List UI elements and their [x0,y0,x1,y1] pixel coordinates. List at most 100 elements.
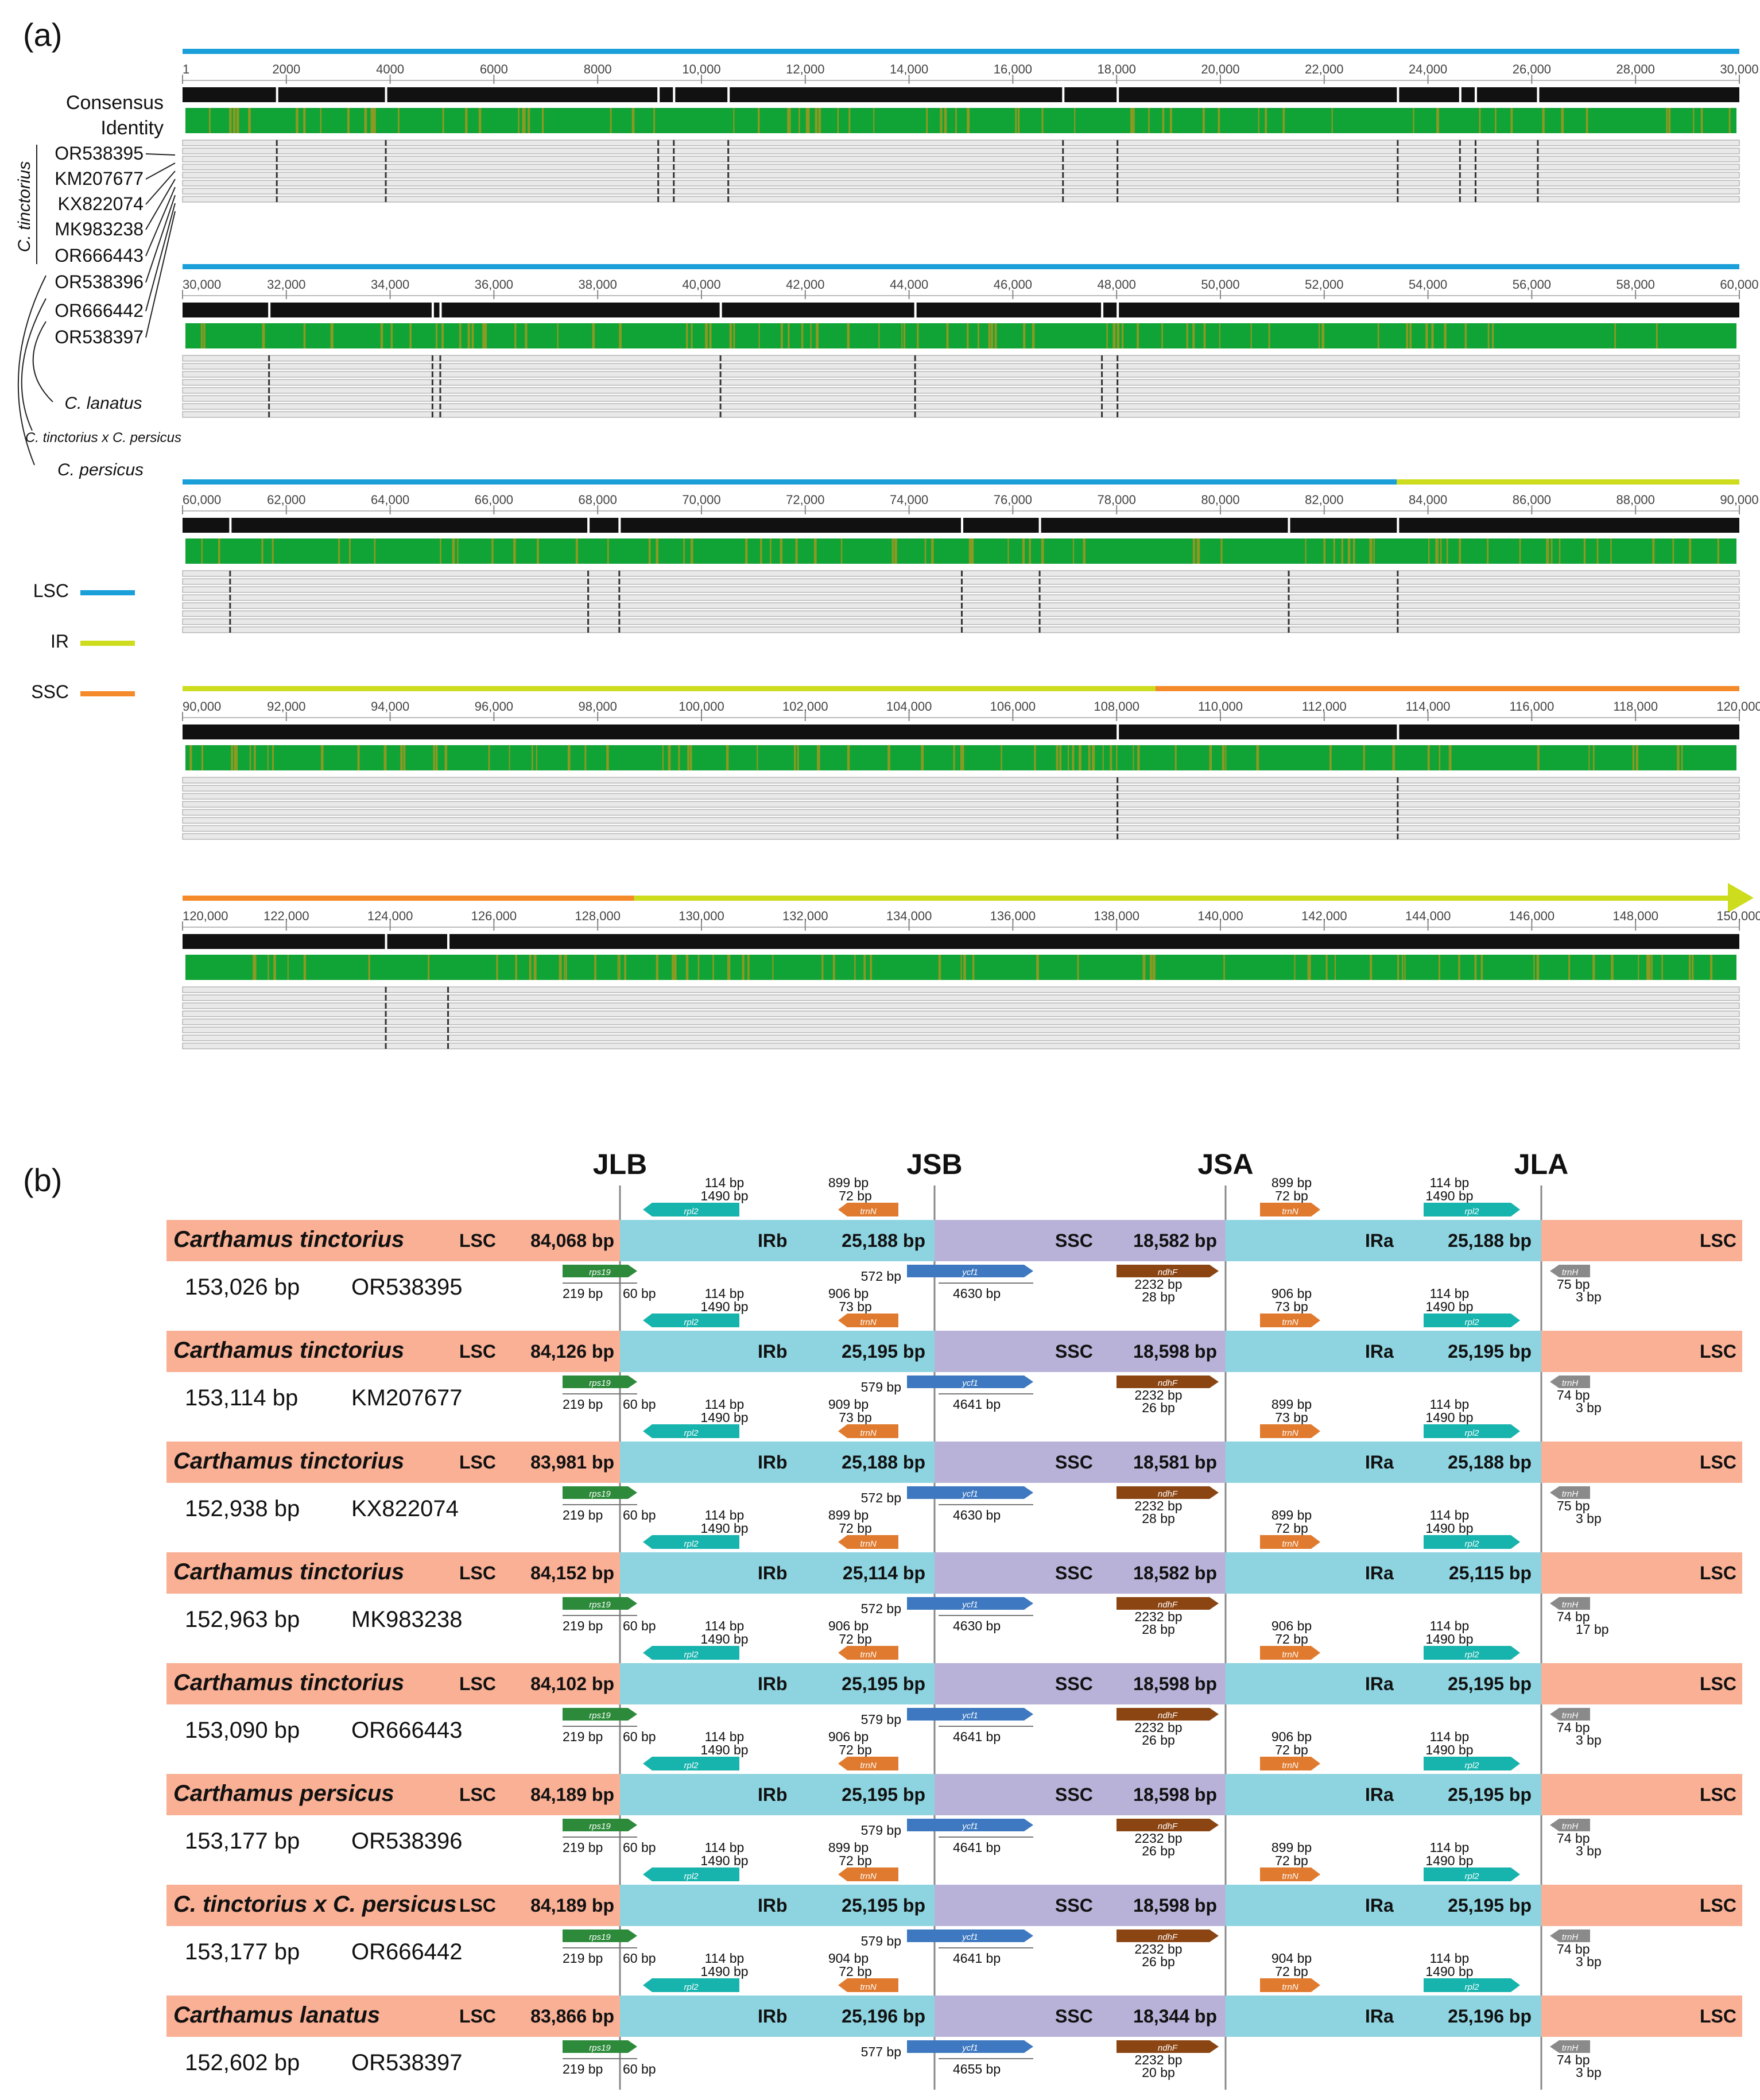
trnNb-size-a: 906 bp [828,1618,869,1633]
track-variant [268,363,270,369]
region-bar-ssc [1156,686,1739,691]
tick-label: 38,000 [579,277,617,292]
ycf1-size-a: 572 bp [861,1490,901,1505]
variable-site [1583,538,1586,564]
variable-site [794,745,796,770]
track-variant [727,180,730,186]
track-variant [1117,404,1119,409]
consensus-gap [727,87,730,102]
variable-site [1588,745,1590,770]
variable-site [840,538,843,564]
variable-site [668,745,671,770]
legend-label: IR [51,631,69,652]
track-variant [587,571,590,576]
track-variant [587,603,590,609]
trnNb-size-b: 72 bp [839,1632,872,1646]
lsc-size: 84,189 bp [530,1784,614,1805]
variable-site [594,955,596,980]
ycf1-gene-label: ycf1 [962,1711,978,1721]
variable-site [1083,538,1086,564]
variable-site [442,108,444,133]
rps19-size-b: 60 bp [623,1729,656,1744]
variable-site [1116,745,1118,770]
consensus-gap [1474,87,1477,102]
variable-site [466,108,468,133]
variable-site [1307,955,1309,980]
trnH-size-a: 74 bp [1557,2052,1590,2067]
variable-site [201,538,203,564]
track-variant [431,388,433,393]
region-bar-lsc [183,479,1397,485]
trnNa-gene-label: trnN [1282,1872,1298,1881]
track-variant [268,371,270,377]
variable-site [1222,745,1225,770]
track-variant [268,412,270,417]
variable-site [320,108,322,133]
variable-site [687,745,689,770]
variable-site [235,745,238,770]
variable-site [1117,323,1120,348]
ndhF-gene-label: ndhF [1158,1932,1178,1942]
variable-site [1333,538,1335,564]
variable-site [296,108,298,133]
alignment-row: 90,000 92,000 94,000 96,000 98,000 100,000 102… [182,686,1760,840]
irb-size: 25,196 bp [842,2006,925,2027]
consensus-gap [431,303,434,317]
group-label-tinctorius: C. tinctorius [15,161,34,252]
genome-total-length: 152,602 bp [185,2050,300,2075]
variable-site [705,323,708,348]
ssc-label: SSC [1055,1784,1093,1805]
track-variant [1397,793,1399,799]
track-variant [1117,148,1119,154]
trnNb-gene-label: trnN [860,1207,877,1216]
sequence-track [182,785,1740,792]
trnNb-gene-label: trnN [860,1428,877,1438]
rpl2a-size-a: 114 bp [1430,1397,1470,1412]
variable-site [938,955,941,980]
tick-label: 68,000 [579,493,617,507]
consensus-gap [276,87,278,102]
trnH-size-b: 3 bp [1576,1400,1602,1415]
track-variant [1397,611,1399,617]
variable-site [1561,108,1564,133]
rpl2b-size-b: 1490 bp [700,1299,748,1314]
trnNb-size-a: 909 bp [828,1397,869,1412]
variable-site [894,538,897,564]
track-variant [439,363,441,369]
track-variant [1397,777,1399,783]
tick-label: 26,000 [1513,62,1551,76]
ycf1-size-b: 4641 bp [953,1840,1001,1855]
consensus-gap [1117,87,1119,102]
variable-site [218,538,220,564]
ssc-region [935,1774,1226,1815]
variable-site [1370,955,1372,980]
variable-site [1651,955,1653,980]
track-variant [1459,188,1461,194]
ndhF-size-b: 26 bp [1142,1733,1175,1748]
variable-site [1546,538,1548,564]
sequence-connector [145,179,176,230]
ndhF-gene-label: ndhF [1158,1822,1178,1831]
variable-site [1480,955,1483,980]
track-variant [1038,611,1041,617]
species-name: Carthamus tinctorius [173,1338,404,1363]
consensus-gap [1038,518,1041,533]
species-name: Carthamus tinctorius [173,1559,404,1584]
panel-b-label: (b) [23,1162,62,1198]
sequence-track [182,387,1740,394]
trnNa-gene-label: trnN [1282,1761,1298,1770]
rps19-gene-label: rps19 [589,2043,611,2053]
rps19-gene-label: rps19 [589,1822,611,1831]
variable-site [967,108,970,133]
variable-site [709,323,712,348]
junction-label: JLB [593,1148,647,1180]
accession-id: OR666442 [351,1939,462,1965]
trnH-gene-label: trnH [1562,2043,1579,2053]
track-variant [268,396,270,401]
variable-site [807,108,810,133]
variable-site [1533,955,1535,980]
trnNa-size-a: 906 bp [1271,1286,1312,1301]
trnNb-gene-label: trnN [860,1318,877,1327]
track-variant [1101,371,1103,377]
track-variant [961,619,963,625]
